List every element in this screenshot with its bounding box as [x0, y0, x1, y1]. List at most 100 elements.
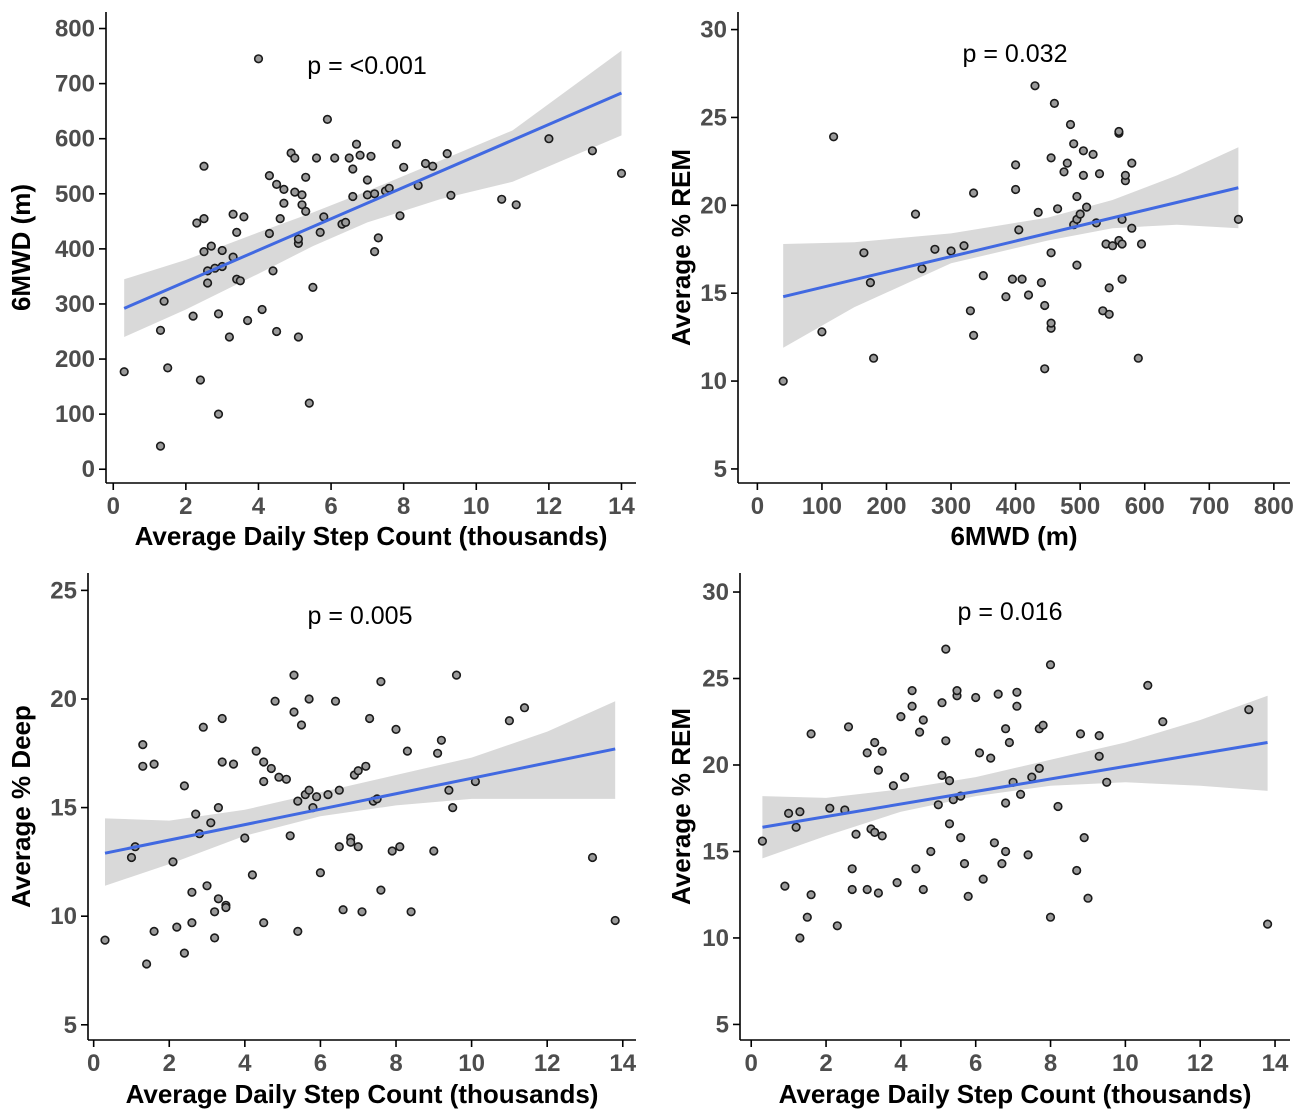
data-point [338, 905, 348, 915]
x-tick-label: 14 [609, 1050, 636, 1077]
data-point [428, 161, 438, 171]
p-value-annotation: p = 0.016 [958, 598, 1063, 626]
data-point [877, 746, 887, 756]
data-point [817, 327, 827, 337]
panel-top-left: 0 2 4 6 8 10 12 14 0 100 200 300 400 500 600 700 800 Aver… [6, 12, 636, 551]
data-point [301, 172, 311, 182]
data-point [289, 670, 299, 680]
data-point [373, 233, 383, 243]
data-point [221, 902, 231, 913]
data-point [795, 807, 805, 817]
x-tick-label: 0 [87, 1050, 100, 1077]
data-point [217, 757, 227, 767]
data-point [399, 162, 409, 172]
x-tick-label: 6 [324, 493, 337, 520]
data-point [351, 139, 362, 149]
data-point [304, 785, 314, 795]
data-point [914, 727, 925, 737]
data-point [971, 692, 981, 703]
y-tick-label: 10 [702, 925, 729, 952]
data-point [348, 164, 358, 174]
data-point [937, 770, 947, 781]
x-tick-label: 14 [1262, 1050, 1289, 1077]
x-tick-label: 12 [534, 1050, 561, 1077]
y-tick-label: 25 [702, 666, 729, 693]
y-tick-label: 20 [702, 752, 729, 779]
x-tick-label: 0 [745, 1050, 758, 1077]
data-point [293, 332, 304, 342]
data-point [348, 191, 358, 202]
y-tick-label: 800 [55, 16, 95, 43]
data-point [911, 864, 921, 874]
data-point [918, 715, 928, 725]
x-tick-label: 2 [819, 1050, 832, 1077]
data-point [149, 926, 159, 937]
data-point [873, 888, 884, 898]
data-point [442, 149, 452, 159]
data-point [968, 188, 979, 198]
data-point [202, 881, 212, 891]
y-tick-label: 25 [700, 104, 727, 131]
data-point [203, 278, 213, 288]
data-point [251, 746, 261, 756]
data-point [142, 959, 152, 969]
data-point [828, 132, 839, 142]
data-point [1023, 290, 1034, 300]
data-point [192, 218, 202, 228]
data-point [1012, 687, 1022, 697]
data-point [1143, 680, 1153, 691]
y-axis-title: Average % Deep [6, 705, 36, 908]
data-point [1007, 274, 1018, 284]
data-point [301, 206, 311, 216]
data-point [210, 907, 220, 917]
x-tick-label: 10 [458, 1050, 485, 1077]
data-point [956, 832, 966, 843]
y-tick-label: 500 [55, 181, 95, 208]
data-point [1015, 789, 1026, 800]
x-tick-label: 6 [314, 1050, 327, 1077]
y-tick-label: 15 [50, 795, 77, 822]
data-point [293, 796, 303, 806]
data-point [100, 935, 110, 945]
panel-bottom-right: 0 2 4 6 8 10 12 14 5 10 15 20 25 30 Average Daily Step… [666, 573, 1290, 1109]
data-point [1094, 730, 1104, 741]
data-point [370, 247, 380, 257]
data-point [268, 266, 278, 276]
data-point [1088, 149, 1098, 159]
regression-line [104, 747, 616, 855]
data-point [791, 822, 801, 832]
x-tick-label: 4 [894, 1050, 908, 1077]
data-point [870, 827, 880, 838]
data-point [1045, 660, 1056, 670]
data-point [907, 685, 917, 696]
data-point [213, 409, 224, 419]
y-tick-label: 0 [82, 456, 95, 483]
data-point [259, 757, 269, 767]
data-point [952, 685, 962, 696]
data-point [1117, 274, 1127, 284]
data-point [1104, 309, 1114, 319]
x-axis-title: 6MWD (m) [950, 521, 1077, 551]
x-tick-label: 12 [536, 493, 563, 520]
data-point [1072, 260, 1082, 270]
data-point [304, 398, 314, 408]
data-point [1010, 160, 1021, 170]
x-tick-label: 10 [1112, 1050, 1139, 1077]
data-point [290, 153, 300, 163]
panel-bottom-left: 0 2 4 6 8 10 12 14 5 10 15 20 25 Average Daily Step C… [6, 573, 637, 1109]
data-point [1244, 704, 1254, 715]
y-tick-label: 10 [50, 903, 77, 930]
data-point [297, 200, 307, 210]
data-point [907, 701, 917, 711]
data-point [159, 296, 169, 306]
data-point [429, 846, 439, 856]
data-point [213, 309, 224, 319]
data-point [896, 711, 906, 722]
data-point [610, 915, 620, 926]
data-point [1034, 763, 1044, 774]
data-point [944, 775, 955, 786]
data-point [892, 877, 902, 888]
data-point [1072, 865, 1082, 876]
data-point [870, 737, 880, 748]
data-point [978, 271, 988, 281]
